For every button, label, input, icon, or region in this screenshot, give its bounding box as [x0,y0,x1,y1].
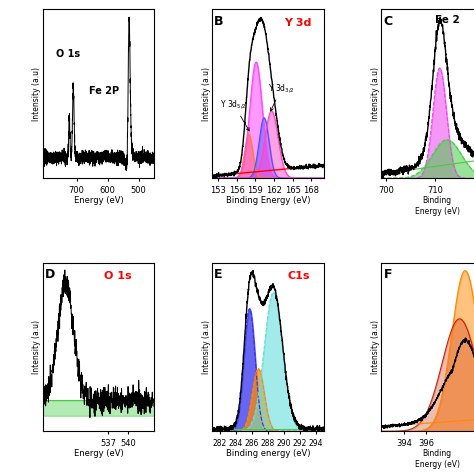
Text: F: F [384,268,392,281]
Text: Fe 2P: Fe 2P [90,86,119,96]
X-axis label: Energy (eV): Energy (eV) [73,449,123,458]
Y-axis label: Intensity (a.u): Intensity (a.u) [32,67,41,121]
Text: C1s: C1s [288,271,310,281]
Y-axis label: Intensity (a.u): Intensity (a.u) [32,320,41,374]
X-axis label: Binding Energy (eV): Binding Energy (eV) [226,196,310,205]
Text: O 1s: O 1s [104,271,132,281]
Y-axis label: Intensity (a.u): Intensity (a.u) [371,320,380,374]
X-axis label: Binding
Energy (eV): Binding Energy (eV) [415,196,460,216]
Text: Y 3d$_{3/2}$: Y 3d$_{3/2}$ [268,82,295,111]
Text: Fe 2: Fe 2 [435,15,460,25]
Text: Y 3d: Y 3d [284,18,312,28]
Text: Y 3d$_{5/2}$: Y 3d$_{5/2}$ [220,98,249,131]
X-axis label: Binding
Energy (eV): Binding Energy (eV) [415,449,460,469]
Text: C: C [384,15,393,27]
Y-axis label: Intensity (a.u): Intensity (a.u) [371,67,380,121]
Text: E: E [214,268,223,281]
Text: B: B [214,15,224,27]
Y-axis label: Intensity (a.u): Intensity (a.u) [202,320,210,374]
Text: D: D [45,268,55,281]
X-axis label: Binding energy (eV): Binding energy (eV) [226,449,310,458]
Y-axis label: Intensity (a.u): Intensity (a.u) [202,67,210,121]
Text: O 1s: O 1s [56,49,80,59]
X-axis label: Energy (eV): Energy (eV) [73,196,123,205]
